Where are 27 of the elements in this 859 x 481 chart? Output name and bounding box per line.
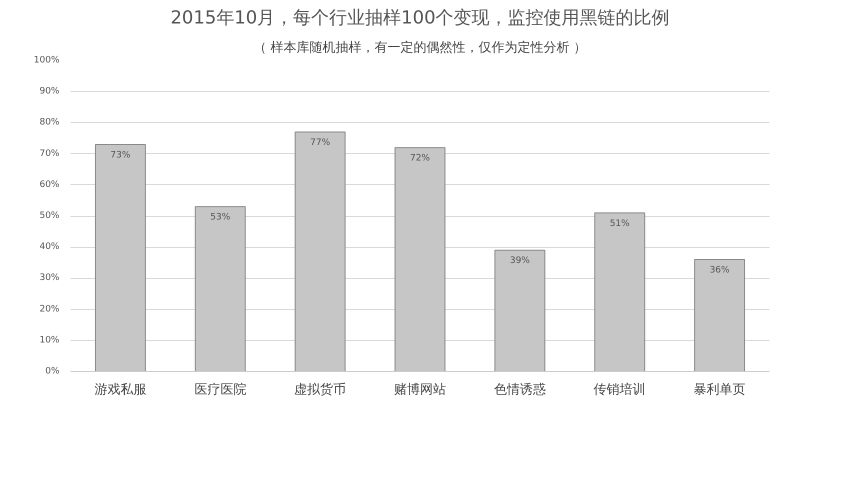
x-tick-label: 赌博网站 [394,382,446,398]
data-label: 39% [510,256,530,266]
y-tick-label: 70% [39,148,60,159]
data-label: 51% [610,218,630,229]
x-tick-label: 暴利单页 [694,382,746,398]
x-tick-label: 医疗医院 [194,382,246,398]
y-tick-label: 20% [39,304,60,314]
y-tick-label: 30% [39,273,60,284]
chart-title: 2015年10月，每个行业抽样100个变现，监控使用黑链的比例 [170,8,670,28]
data-label: 36% [710,266,730,276]
y-tick-label: 60% [39,180,60,190]
y-tick-label: 40% [39,242,60,252]
x-tick-label: 游戏私服 [94,382,146,398]
y-tick-label: 50% [39,211,60,221]
y-tick-label: 80% [39,118,60,128]
y-tick-label: 0% [45,366,60,376]
y-tick-label: 100% [34,56,60,66]
data-label: 53% [210,212,231,223]
x-tick-label: 传销培训 [594,382,646,398]
chart-subtitle: （ 样本库随机抽样，有一定的偶然性，仅作为定性分析 ） [253,40,587,56]
data-label: 77% [310,138,331,148]
x-tick-label: 虚拟货币 [294,382,346,398]
x-tick-label: 色情诱惑 [494,382,546,398]
data-label: 73% [110,150,131,160]
data-label: 72% [410,154,430,164]
y-tick-label: 90% [39,86,60,97]
y-tick-label: 10% [39,335,60,346]
